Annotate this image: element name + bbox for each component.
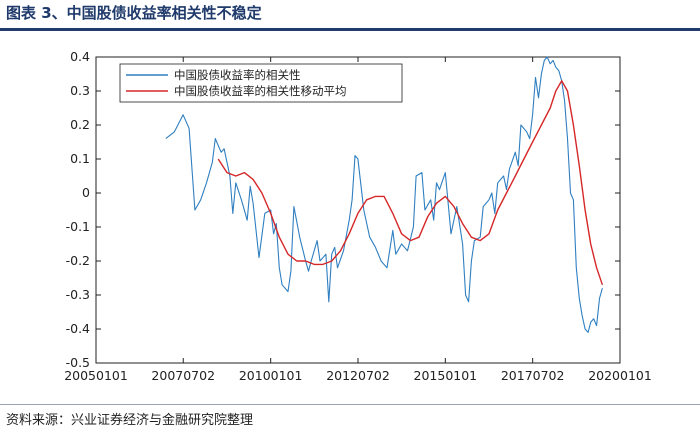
y-tick-label: 0.2 <box>70 117 90 132</box>
x-tick-label: 20150101 <box>414 368 478 383</box>
moving-average-series-line <box>217 80 604 286</box>
series-lines <box>165 56 604 333</box>
y-tick-label: 0.3 <box>70 83 90 98</box>
y-tick-label: 0.1 <box>70 151 90 166</box>
x-tick-label: 20050101 <box>64 368 128 383</box>
y-tick-label: -0.4 <box>66 321 90 336</box>
line-chart: 0.4 0.3 0.2 0.1 0 -0.1 -0.2 -0.3 -0.4 -0.5 200501… <box>64 49 652 383</box>
plot-area-border <box>95 56 621 364</box>
y-tick-label: -0.3 <box>66 287 90 302</box>
y-tick-label: -0.5 <box>66 355 90 370</box>
x-tick-label: 20070702 <box>151 368 215 383</box>
legend-entry-label: 中国股债收益率的相关性移动平均 <box>174 84 347 98</box>
y-tick-label: -0.1 <box>66 219 90 234</box>
y-axis: 0.4 0.3 0.2 0.1 0 -0.1 -0.2 -0.3 -0.4 -0.5 <box>66 49 620 370</box>
title-rule <box>0 28 700 31</box>
title-bar: 图表 3、中国股债收益率相关性不稳定 <box>0 0 700 28</box>
x-axis: 20050101 20070702 20100101 20120702 20150101… <box>64 57 652 383</box>
y-tick-label: 0.4 <box>70 49 90 64</box>
figure-title: 图表 3、中国股债收益率相关性不稳定 <box>6 4 262 22</box>
y-tick-label: -0.2 <box>66 253 90 268</box>
source-rule <box>0 404 700 405</box>
legend-entry-label: 中国股债收益率的相关性 <box>174 68 301 82</box>
y-tick-label: 0 <box>82 185 90 200</box>
plot-frame <box>95 56 621 364</box>
correlation-series-line <box>165 56 603 333</box>
x-tick-label: 20100101 <box>239 368 303 383</box>
x-tick-label: 20200101 <box>588 368 652 383</box>
source-note: 资料来源：兴业证券经济与金融研究院整理 <box>6 413 254 428</box>
x-tick-label: 20120702 <box>326 368 390 383</box>
legend-box <box>119 63 403 103</box>
x-tick-label: 20170702 <box>501 368 565 383</box>
